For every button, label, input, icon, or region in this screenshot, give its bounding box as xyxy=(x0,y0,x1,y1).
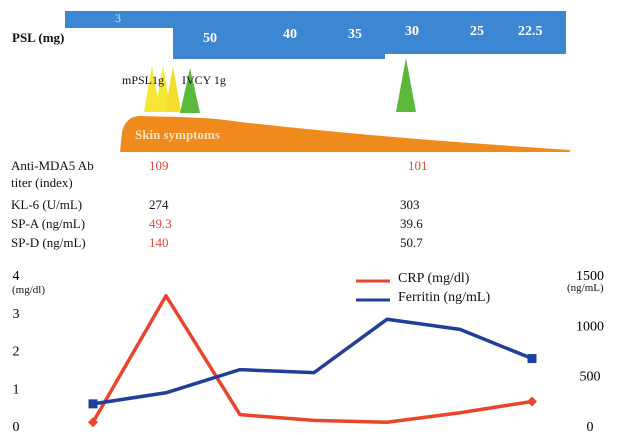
lab-label-mda5-line1: Anti-MDA5 Ab xyxy=(11,158,94,173)
crp-point-0 xyxy=(88,417,98,428)
lab-label-mda5-line2: titer (index) xyxy=(11,175,73,190)
skin-symptoms-label: Skin symptoms xyxy=(135,127,220,142)
psl-dose-4: 35 xyxy=(348,27,362,42)
right-axis-tick-0: 0 xyxy=(587,420,594,435)
legend-ferritin-label: Ferritin (ng/mL) xyxy=(398,290,491,305)
mpsl-triangle-3 xyxy=(165,66,181,112)
ferritin-series-line xyxy=(92,317,533,406)
ivcy-triangle-2 xyxy=(396,58,416,112)
lab-kl6-before: 274 xyxy=(149,197,169,212)
right-axis-tick-1500: 1500 xyxy=(576,269,604,284)
lab-label-spd: SP-D (ng/mL) xyxy=(11,235,86,250)
ivcy-label: IVCY 1g xyxy=(182,73,226,87)
psl-dose-2: 50 xyxy=(203,31,217,46)
left-axis-tick-2: 2 xyxy=(13,345,20,360)
ferritin-point-0 xyxy=(88,399,98,409)
crp-series-line xyxy=(91,294,533,424)
legend-swatches xyxy=(356,279,390,302)
right-axis-tick-500: 500 xyxy=(580,370,601,385)
left-axis-tick-0: 0 xyxy=(13,420,20,435)
crp-point-6 xyxy=(527,396,537,407)
lab-mda5-after: 101 xyxy=(408,158,428,173)
mpsl-triangle-1 xyxy=(144,66,160,112)
lab-label-kl6: KL-6 (U/mL) xyxy=(11,197,83,212)
mpsl-label: mPSL1g xyxy=(122,73,165,87)
right-axis-unit: (ng/mL) xyxy=(567,282,604,294)
psl-dose-7: 22.5 xyxy=(518,24,543,39)
psl-bar-initial xyxy=(65,11,175,28)
lab-spd-after: 50.7 xyxy=(400,235,423,250)
lab-kl6-after: 303 xyxy=(400,197,420,212)
ferritin-point-6 xyxy=(527,354,537,364)
lab-mda5-before: 109 xyxy=(149,158,169,173)
psl-step-cut xyxy=(385,54,566,60)
left-axis-tick-3: 3 xyxy=(13,307,20,322)
lab-spd-before: 140 xyxy=(149,235,169,250)
left-axis-tick-4: 4 xyxy=(13,269,20,284)
psl-dose-1: 3 xyxy=(115,11,121,25)
ivcy-triangle-1 xyxy=(180,68,200,113)
lab-spa-after: 39.6 xyxy=(400,216,423,231)
treatment-markers xyxy=(120,58,570,152)
lab-spa-before: 49.3 xyxy=(149,216,172,231)
psl-dose-6: 25 xyxy=(470,24,484,39)
left-axis-unit: (mg/dl) xyxy=(12,284,45,296)
psl-dose-5: 30 xyxy=(405,24,419,39)
lab-label-spa: SP-A (ng/mL) xyxy=(11,216,86,231)
right-axis-tick-1000: 1000 xyxy=(576,319,604,334)
psl-label: PSL (mg) xyxy=(12,30,65,45)
psl-bar-taper xyxy=(385,11,566,54)
left-axis-tick-1: 1 xyxy=(13,382,20,397)
legend-crp-label: CRP (mg/dl) xyxy=(398,271,470,286)
psl-dose-3: 40 xyxy=(283,27,297,42)
skin-symptoms-area xyxy=(120,116,570,152)
